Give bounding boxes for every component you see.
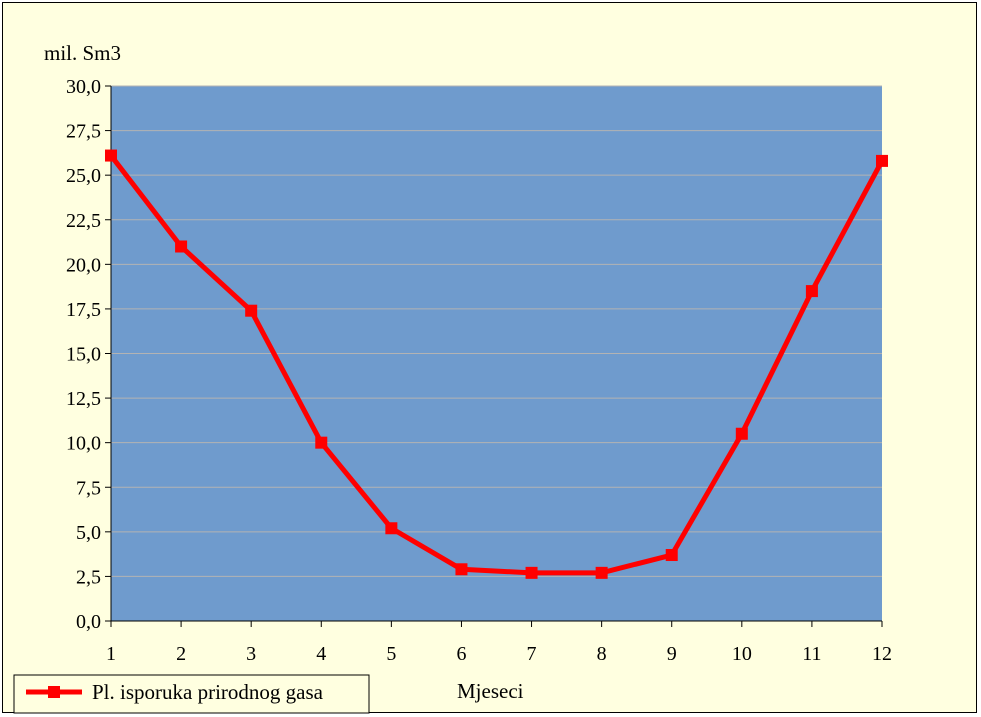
y-tick-label: 15,0 xyxy=(66,344,101,366)
x-tick-label: 8 xyxy=(597,643,607,665)
y-tick-label: 12,5 xyxy=(66,388,101,410)
legend: Pl. isporuka prirodnog gasa xyxy=(13,674,370,714)
legend-swatch-marker xyxy=(48,686,60,698)
data-point xyxy=(805,285,818,298)
gridlines xyxy=(111,85,882,577)
y-tick-label: 22,5 xyxy=(66,210,101,232)
y-tick-label: 5,0 xyxy=(76,522,101,544)
data-point xyxy=(105,149,117,162)
y-tick-label: 27,5 xyxy=(66,121,101,143)
data-point xyxy=(525,566,538,579)
y-tick-label: 20,0 xyxy=(66,254,101,276)
data-point xyxy=(175,240,188,253)
x-tick-label: 10 xyxy=(732,643,752,665)
y-tick-label: 30,0 xyxy=(66,76,101,98)
data-point xyxy=(245,304,258,317)
x-axis-ticks: 1 2 3 4 5 6 7 8 9 10 11 12 xyxy=(106,621,892,665)
legend-entry-label: Pl. isporuka prirodnog gasa xyxy=(92,680,324,704)
x-tick-label: 5 xyxy=(386,643,396,665)
x-tick-label: 9 xyxy=(667,643,677,665)
series-line xyxy=(109,154,885,576)
x-tick-label: 2 xyxy=(176,643,186,665)
y-axis-ticks: 0,0 2,5 5,0 7,5 10,0 12,5 15,0 17,5 20,0 22,5 25,0… xyxy=(66,76,111,633)
x-tick-label: 4 xyxy=(316,643,326,665)
y-tick-label: 25,0 xyxy=(66,165,101,187)
data-point xyxy=(595,566,608,579)
x-tick-label: 12 xyxy=(872,643,892,665)
y-tick-label: 2,5 xyxy=(76,566,101,588)
data-point xyxy=(665,549,678,562)
series-group xyxy=(105,149,888,579)
x-axis-label: Mjeseci xyxy=(457,679,524,703)
y-tick-label: 0,0 xyxy=(76,611,101,633)
x-tick-label: 11 xyxy=(802,643,821,665)
data-point xyxy=(735,427,748,440)
y-tick-label: 7,5 xyxy=(76,477,101,499)
y-tick-label: 10,0 xyxy=(66,433,101,455)
data-point xyxy=(385,522,398,535)
data-point xyxy=(876,154,888,167)
data-point xyxy=(455,563,468,576)
data-point xyxy=(315,436,328,449)
x-tick-label: 1 xyxy=(106,643,116,665)
y-tick-label: 17,5 xyxy=(66,299,101,321)
x-tick-label: 7 xyxy=(527,643,537,665)
y-axis-label: mil. Sm3 xyxy=(44,41,121,65)
x-tick-label: 6 xyxy=(456,643,466,665)
x-tick-label: 3 xyxy=(246,643,256,665)
